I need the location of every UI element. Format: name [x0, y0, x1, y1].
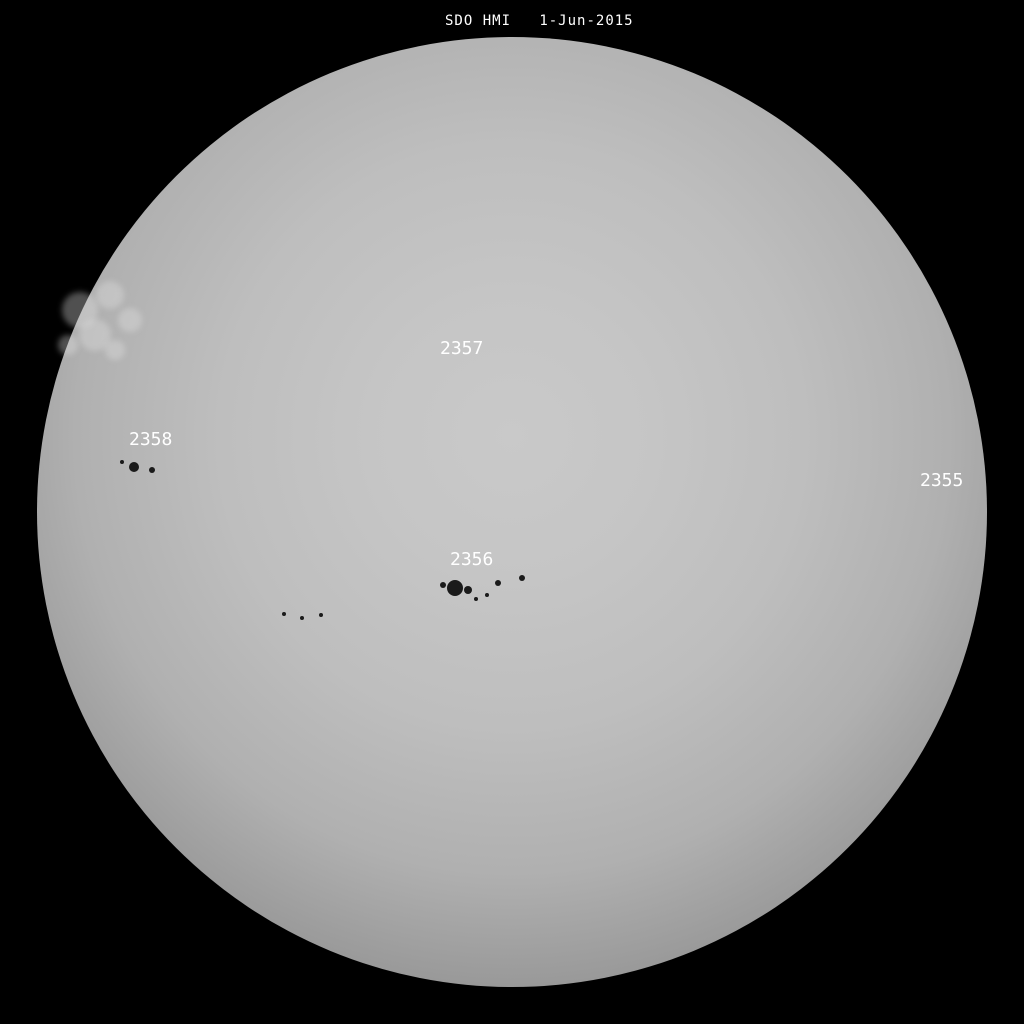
active-region-label: 2357 [440, 338, 483, 359]
sunspot [129, 462, 139, 472]
active-region-label: 2358 [129, 429, 172, 450]
facula [96, 281, 124, 309]
sunspot [319, 613, 323, 617]
facula [58, 335, 78, 355]
sunspot [120, 460, 124, 464]
sunspot [485, 593, 489, 597]
image-title: SDO HMI 1-Jun-2015 [445, 13, 634, 29]
sunspot [440, 582, 446, 588]
sunspot [495, 580, 501, 586]
facula [118, 308, 142, 332]
facula [105, 340, 125, 360]
sunspot [464, 586, 472, 594]
active-region-label: 2356 [450, 549, 493, 570]
sunspot [519, 575, 525, 581]
sunspot [300, 616, 304, 620]
sunspot [447, 580, 463, 596]
date-label: 1-Jun-2015 [539, 13, 633, 29]
sunspot [149, 467, 155, 473]
instrument-label: SDO HMI [445, 13, 511, 29]
sunspot [282, 612, 286, 616]
active-region-label: 2355 [920, 470, 963, 491]
solar-disc [37, 37, 987, 987]
sunspot [474, 597, 478, 601]
